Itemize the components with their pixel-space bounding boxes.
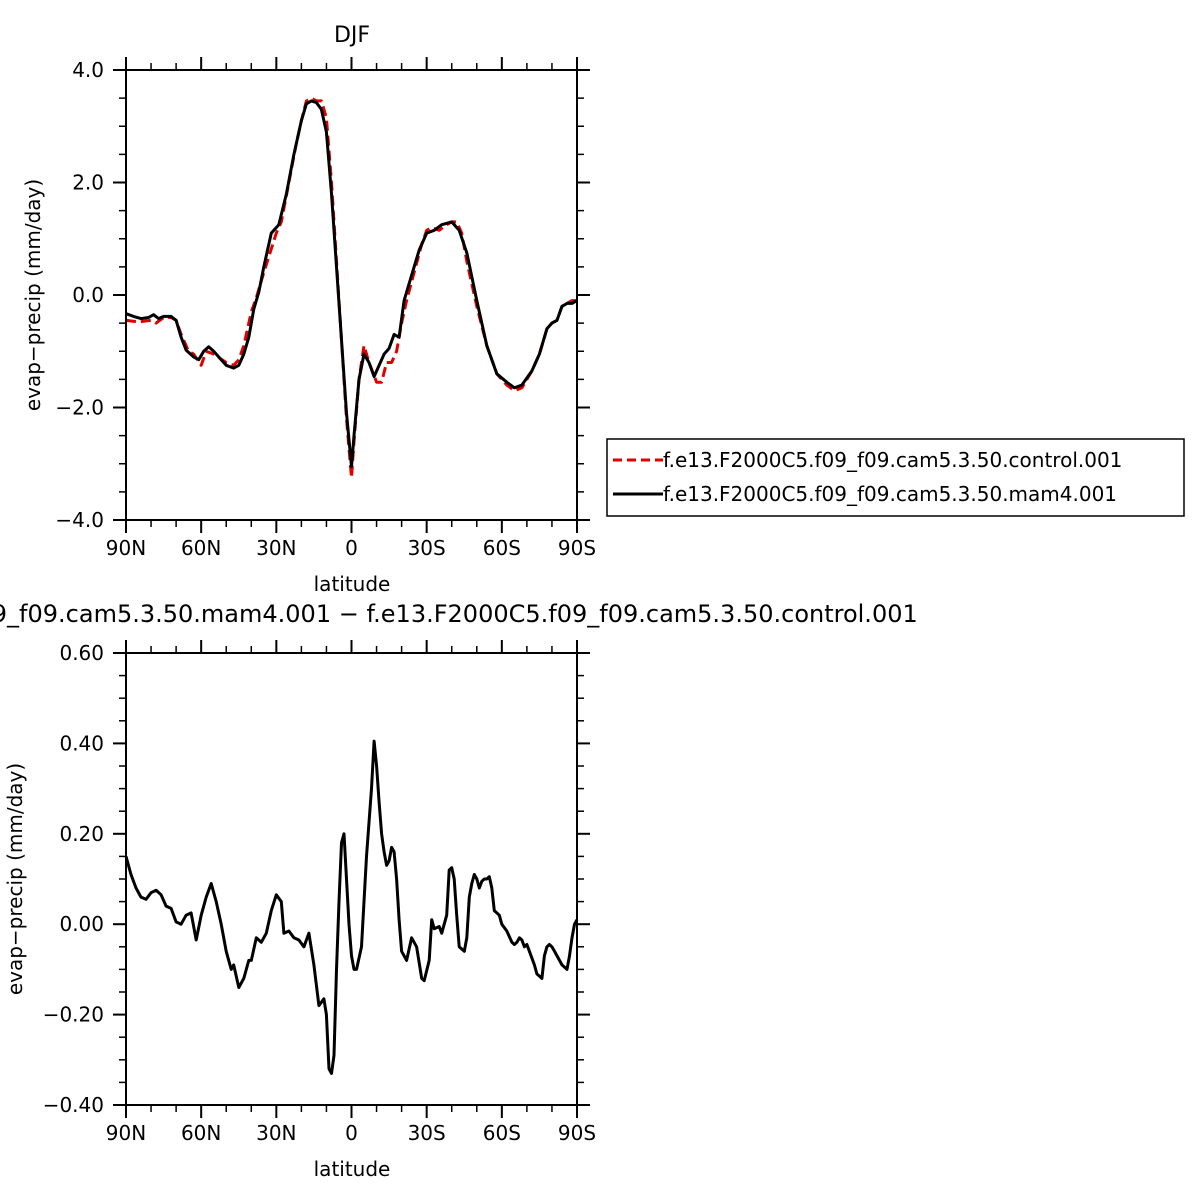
chart-title: f.e13.F2000C5.f09_f09.cam5.3.50.mam4.001… (0, 600, 918, 628)
y-tick-label: 4.0 (72, 58, 104, 82)
y-axis-label: evap−precip (mm/day) (3, 763, 27, 995)
x-tick-label: 60S (483, 536, 521, 560)
plot-frame (125, 652, 578, 1106)
x-tick-label: 90N (106, 1121, 146, 1145)
x-tick-label: 0 (345, 1121, 358, 1145)
x-tick-label: 90S (558, 536, 596, 560)
chart-title: DJF (334, 23, 370, 48)
legend-box (606, 438, 1185, 517)
x-axis-label: latitude (314, 1157, 391, 1181)
y-tick-label: 0.20 (59, 822, 104, 846)
plot-frame (125, 69, 578, 521)
y-tick-label: −4.0 (55, 508, 104, 532)
series-line (125, 99, 578, 469)
chart-panel-bottom: f.e13.F2000C5.f09_f09.cam5.3.50.mam4.001… (0, 600, 918, 1181)
series-line (124, 739, 579, 1075)
x-tick-label: 30S (408, 1121, 446, 1145)
legend-label-mam4: f.e13.F2000C5.f09_f09.cam5.3.50.mam4.001 (663, 482, 1117, 506)
x-tick-label: 60N (181, 1121, 221, 1145)
axis-ticks: −4.0 −2.0 0.0 2.0 4.0 90N 60N 30N 0 30S 60S 90S (55, 57, 596, 560)
axis-ticks: −0.40 −0.20 0.00 0.20 0.40 0.60 90N 60N 30N 0 30S 6… (43, 640, 596, 1145)
chart-panel-top: DJF −4.0 −2.0 0.0 2.0 4.0 90N 60N 30N 0 30S 60S 90S… (21, 23, 1185, 596)
x-tick-label: 30S (408, 536, 446, 560)
x-tick-label: 60N (181, 536, 221, 560)
y-tick-label: −0.20 (43, 1003, 104, 1027)
x-axis-label: latitude (314, 572, 391, 596)
y-tick-label: 0.60 (59, 641, 104, 665)
x-tick-label: 0 (345, 536, 358, 560)
y-tick-label: 0.0 (72, 283, 104, 307)
y-tick-label: −2.0 (55, 396, 104, 420)
x-tick-label: 30N (256, 536, 296, 560)
legend-label-control: f.e13.F2000C5.f09_f09.cam5.3.50.control.… (663, 448, 1122, 472)
y-axis-label: evap−precip (mm/day) (21, 179, 45, 411)
y-tick-label: 0.00 (59, 912, 104, 936)
series-lines (124, 739, 579, 1075)
y-tick-label: 2.0 (72, 171, 104, 195)
y-tick-label: −0.40 (43, 1093, 104, 1117)
x-tick-label: 30N (256, 1121, 296, 1145)
x-tick-label: 90S (558, 1121, 596, 1145)
y-tick-label: 0.40 (59, 731, 104, 755)
x-tick-label: 90N (106, 536, 146, 560)
x-tick-label: 60S (483, 1121, 521, 1145)
series-lines (125, 96, 578, 480)
series-line (125, 96, 577, 480)
legend: f.e13.F2000C5.f09_f09.cam5.3.50.control.… (606, 438, 1185, 517)
